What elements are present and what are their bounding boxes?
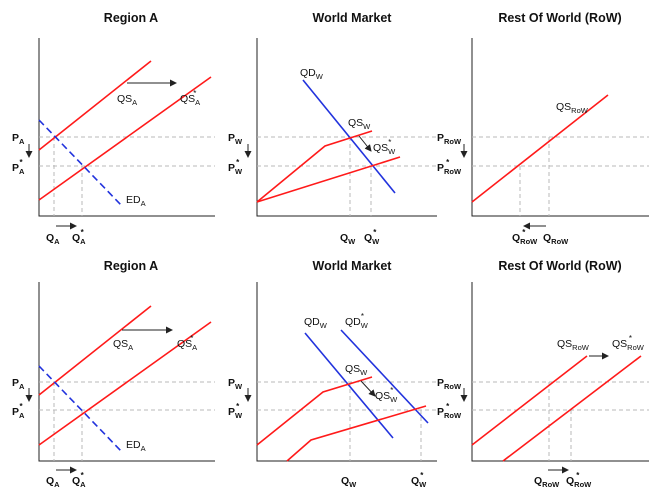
- top-world-supply-new-label: QSW*: [373, 138, 396, 156]
- top-region-p-high-label: PA: [12, 132, 25, 146]
- bottom-region-panel: Region A QSA QSA* EDA PA PA* QA QA*: [12, 259, 215, 489]
- bottom-region-q-left-label: QA: [46, 475, 60, 489]
- top-region-excess-demand-line: [38, 119, 123, 207]
- bottom-region-supply-new-line: [38, 321, 212, 446]
- top-row-supply-line: [471, 94, 609, 203]
- top-row-title: Rest Of World (RoW): [498, 11, 621, 25]
- bottom-region-axes: [38, 282, 215, 462]
- bottom-row-supply-old-label: QSRoW: [557, 338, 590, 352]
- top-world-panel: World Market QDW QSW QSW* PW PW* QW QW*: [228, 11, 437, 246]
- bottom-world-title: World Market: [313, 259, 393, 273]
- bottom-world-demand-old-line: [304, 332, 394, 439]
- top-world-demand-label: QDW: [300, 67, 324, 81]
- bottom-row-title: Rest Of World (RoW): [498, 259, 621, 273]
- bottom-world-axes: [256, 282, 437, 462]
- bottom-row-p-low-label: PRoW*: [437, 402, 462, 420]
- bottom-region-supply-new-label: QSA*: [177, 334, 197, 352]
- bottom-row-supply-old-line: [471, 355, 588, 446]
- top-region-panel: Region A QSA QSA* EDA PA PA* QA QA*: [12, 11, 215, 246]
- bottom-world-supply-new-label: QSW*: [375, 386, 398, 404]
- top-region-axes: [38, 38, 215, 217]
- top-world-q-right-label: QW*: [364, 228, 380, 246]
- bottom-row-supply-new-label: QSRoW*: [612, 334, 645, 352]
- top-region-supply-old-line: [38, 60, 152, 151]
- bottom-row-panel: Rest Of World (RoW) QSRoW QSRoW* PRoW PR…: [437, 259, 649, 489]
- bottom-world-panel: World Market QDW QDW* QSW QSW* PW PW* QW…: [228, 259, 437, 489]
- bottom-region-title: Region A: [104, 259, 158, 273]
- bottom-region-excess-demand-line: [38, 365, 123, 453]
- top-region-p-low-label: PA*: [12, 158, 25, 176]
- top-world-p-low-label: PW*: [228, 158, 243, 176]
- top-row-axes: [471, 38, 649, 217]
- top-world-supply-shift-arrow: [358, 135, 372, 152]
- bottom-world-demand-old-label: QDW: [304, 316, 328, 330]
- top-row-q-right-label: QRoW: [543, 232, 569, 246]
- top-row-supply-label: QSRoW: [556, 101, 589, 115]
- top-region-supply-new-label: QSA*: [180, 89, 200, 107]
- top-world-title: World Market: [313, 11, 393, 25]
- bottom-world-demand-new-line: [340, 329, 429, 424]
- bottom-region-p-low-label: PA*: [12, 402, 25, 420]
- bottom-region-excess-demand-label: EDA: [126, 439, 146, 453]
- top-region-supply-new-line: [38, 76, 212, 201]
- top-region-supply-old-label: QSA: [117, 93, 137, 107]
- top-world-demand-line: [302, 79, 396, 194]
- top-region-q-right-label: QA*: [72, 228, 86, 246]
- bottom-row-p-high-label: PRoW: [437, 377, 462, 391]
- bottom-row-q-left-label: QRoW: [534, 475, 560, 489]
- bottom-world-supply-new-line: [286, 405, 427, 462]
- bottom-row-supply-new-line: [502, 355, 642, 462]
- top-world-supply-old-label: QSW: [348, 117, 371, 131]
- bottom-region-p-high-label: PA: [12, 377, 25, 391]
- bottom-world-p-high-label: PW: [228, 377, 243, 391]
- top-region-title: Region A: [104, 11, 158, 25]
- bottom-world-p-low-label: PW*: [228, 402, 243, 420]
- top-row-q-left-label: QRoW*: [512, 228, 538, 246]
- top-region-q-left-label: QA: [46, 232, 60, 246]
- top-row-p-low-label: PRoW*: [437, 158, 462, 176]
- top-world-axes: [256, 38, 437, 217]
- top-region-excess-demand-label: EDA: [126, 194, 146, 208]
- top-world-supply-old-line: [256, 130, 373, 203]
- bottom-row-axes: [471, 282, 649, 462]
- top-row-panel: Rest Of World (RoW) QSRoW PRoW PRoW* QRo…: [437, 11, 649, 246]
- bottom-row-q-right-label: QRoW*: [566, 471, 592, 489]
- bottom-world-demand-new-label: QDW*: [345, 312, 369, 330]
- bottom-world-q-left-label: QW: [341, 475, 357, 489]
- bottom-region-supply-old-label: QSA: [113, 338, 133, 352]
- bottom-world-supply-shift-arrow: [360, 380, 376, 397]
- top-world-q-left-label: QW: [340, 232, 356, 246]
- bottom-world-supply-old-line: [256, 376, 373, 446]
- top-world-supply-new-line: [256, 156, 401, 203]
- bottom-world-q-right-label: QW*: [411, 471, 427, 489]
- bottom-region-q-right-label: QA*: [72, 471, 86, 489]
- bottom-world-supply-old-label: QSW: [345, 363, 368, 377]
- top-world-p-high-label: PW: [228, 132, 243, 146]
- bottom-region-supply-old-line: [38, 305, 152, 396]
- top-row-p-high-label: PRoW: [437, 132, 462, 146]
